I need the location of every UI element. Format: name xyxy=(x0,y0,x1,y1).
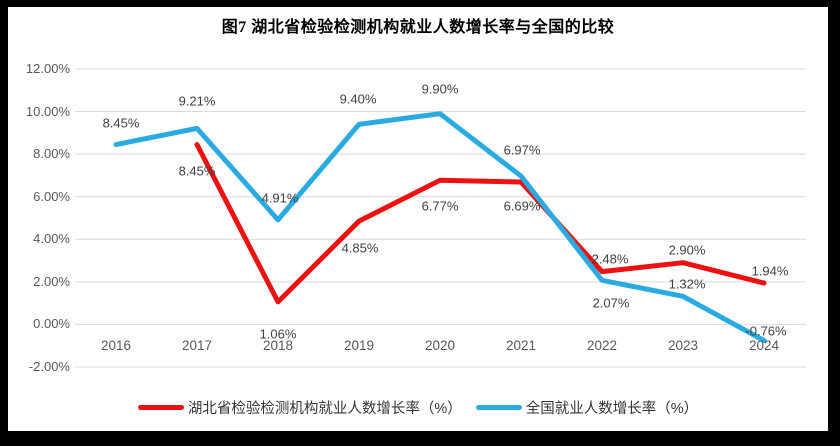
data-label: 8.45% xyxy=(102,115,140,131)
legend-label: 全国就业人数增长率（%） xyxy=(525,401,699,417)
data-label: 6.69% xyxy=(503,198,541,214)
data-label: 1.32% xyxy=(668,276,706,292)
line-chart-plot xyxy=(75,68,806,368)
y-axis-tick-label: 10.00% xyxy=(25,103,70,119)
x-axis-label: 2021 xyxy=(505,338,537,353)
data-label: 2.90% xyxy=(668,242,706,258)
x-axis-label: 2020 xyxy=(424,338,456,353)
x-axis-label: 2017 xyxy=(181,338,213,353)
y-axis-tick-label: 4.00% xyxy=(33,231,70,247)
y-axis-tick-label: 6.00% xyxy=(33,188,70,204)
legend-label: 湖北省检验检测机构就业人数增长率（%） xyxy=(187,401,462,417)
legend-line-swatch xyxy=(475,405,522,410)
x-axis-label: 2018 xyxy=(262,338,294,353)
series-line-1 xyxy=(113,111,767,344)
legend-item-0: 湖北省检验检测机构就业人数增长率（%） xyxy=(137,397,462,418)
y-axis-tick-label: 8.00% xyxy=(33,146,70,162)
data-label: 9.40% xyxy=(339,91,377,107)
data-label: 4.91% xyxy=(261,190,299,206)
data-label: 6.97% xyxy=(503,142,541,158)
y-axis-tick-label: -2.00% xyxy=(28,358,70,374)
x-axis-label: 2016 xyxy=(100,338,132,353)
y-axis-tick-label: 0.00% xyxy=(33,316,70,332)
legend-item-1: 全国就业人数增长率（%） xyxy=(475,397,699,418)
data-label: 4.85% xyxy=(341,240,379,256)
data-label: 6.77% xyxy=(421,198,459,214)
data-label: 9.21% xyxy=(178,93,216,109)
data-label: 1.94% xyxy=(751,263,789,279)
data-label: 8.45% xyxy=(178,163,216,179)
legend-line-swatch xyxy=(137,405,184,410)
x-axis-label: 2023 xyxy=(667,338,699,353)
data-label: 2.07% xyxy=(592,295,630,311)
x-axis-label: 2022 xyxy=(586,338,618,353)
x-axis-label: 2024 xyxy=(748,338,780,353)
data-label: 9.90% xyxy=(421,81,459,97)
chart-title: 图7 湖北省检验检测机构就业人数增长率与全国的比较 xyxy=(221,19,615,36)
x-axis-label: 2019 xyxy=(343,338,375,353)
y-axis-tick-label: 12.00% xyxy=(25,60,70,76)
chart-legend: 湖北省检验检测机构就业人数增长率（%） 全国就业人数增长率（%） xyxy=(8,397,828,418)
data-label: -0.76% xyxy=(745,323,787,339)
chart-page: 图7 湖北省检验检测机构就业人数增长率与全国的比较 12.00% 10.00% 8.… xyxy=(8,7,828,431)
data-label: 2.48% xyxy=(591,251,629,267)
y-axis-tick-label: 2.00% xyxy=(33,273,70,289)
data-label: 1.06% xyxy=(259,326,297,342)
series-line-0 xyxy=(194,142,767,305)
